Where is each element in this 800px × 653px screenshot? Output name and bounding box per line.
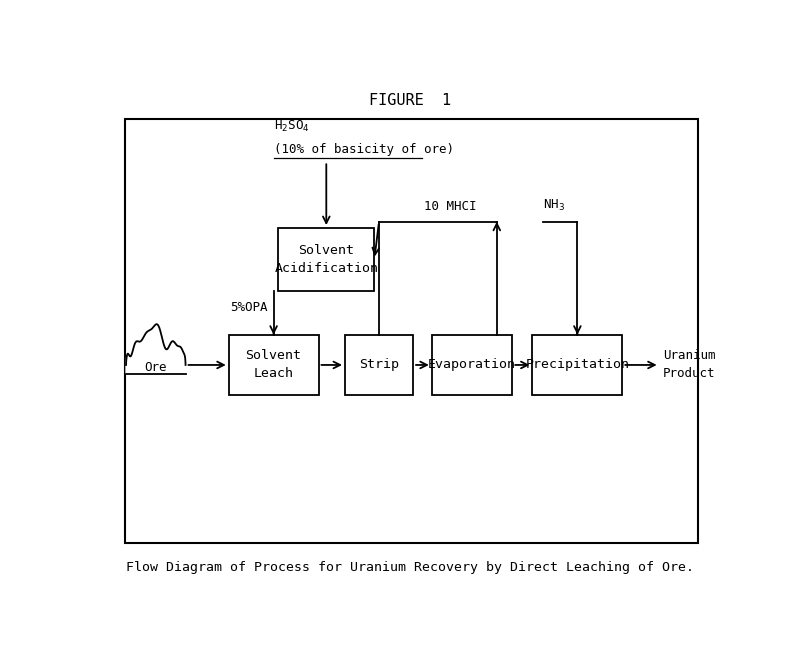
Text: Precipitation: Precipitation <box>526 358 630 372</box>
Text: Ore: Ore <box>145 361 167 374</box>
Bar <box>229 335 318 395</box>
Bar <box>278 228 374 291</box>
Text: Uranium
Product: Uranium Product <box>662 349 715 381</box>
Text: Solvent
Acidification: Solvent Acidification <box>274 244 378 275</box>
Text: Evaporation: Evaporation <box>428 358 516 372</box>
Text: NH$_3$: NH$_3$ <box>543 197 566 213</box>
Text: Strip: Strip <box>359 358 399 372</box>
Bar <box>345 335 413 395</box>
Text: 5%OPA: 5%OPA <box>230 301 267 314</box>
Text: Flow Diagram of Process for Uranium Recovery by Direct Leaching of Ore.: Flow Diagram of Process for Uranium Reco… <box>126 560 694 573</box>
Text: (10% of basicity of ore): (10% of basicity of ore) <box>274 143 454 156</box>
Polygon shape <box>126 324 186 374</box>
Bar <box>432 335 512 395</box>
Text: H$_2$SO$_4$: H$_2$SO$_4$ <box>274 119 310 134</box>
Text: FIGURE  1: FIGURE 1 <box>369 93 451 108</box>
Bar <box>125 119 698 543</box>
Bar <box>533 335 622 395</box>
Text: Solvent
Leach: Solvent Leach <box>246 349 302 381</box>
Text: 10 MHCI: 10 MHCI <box>424 200 477 213</box>
